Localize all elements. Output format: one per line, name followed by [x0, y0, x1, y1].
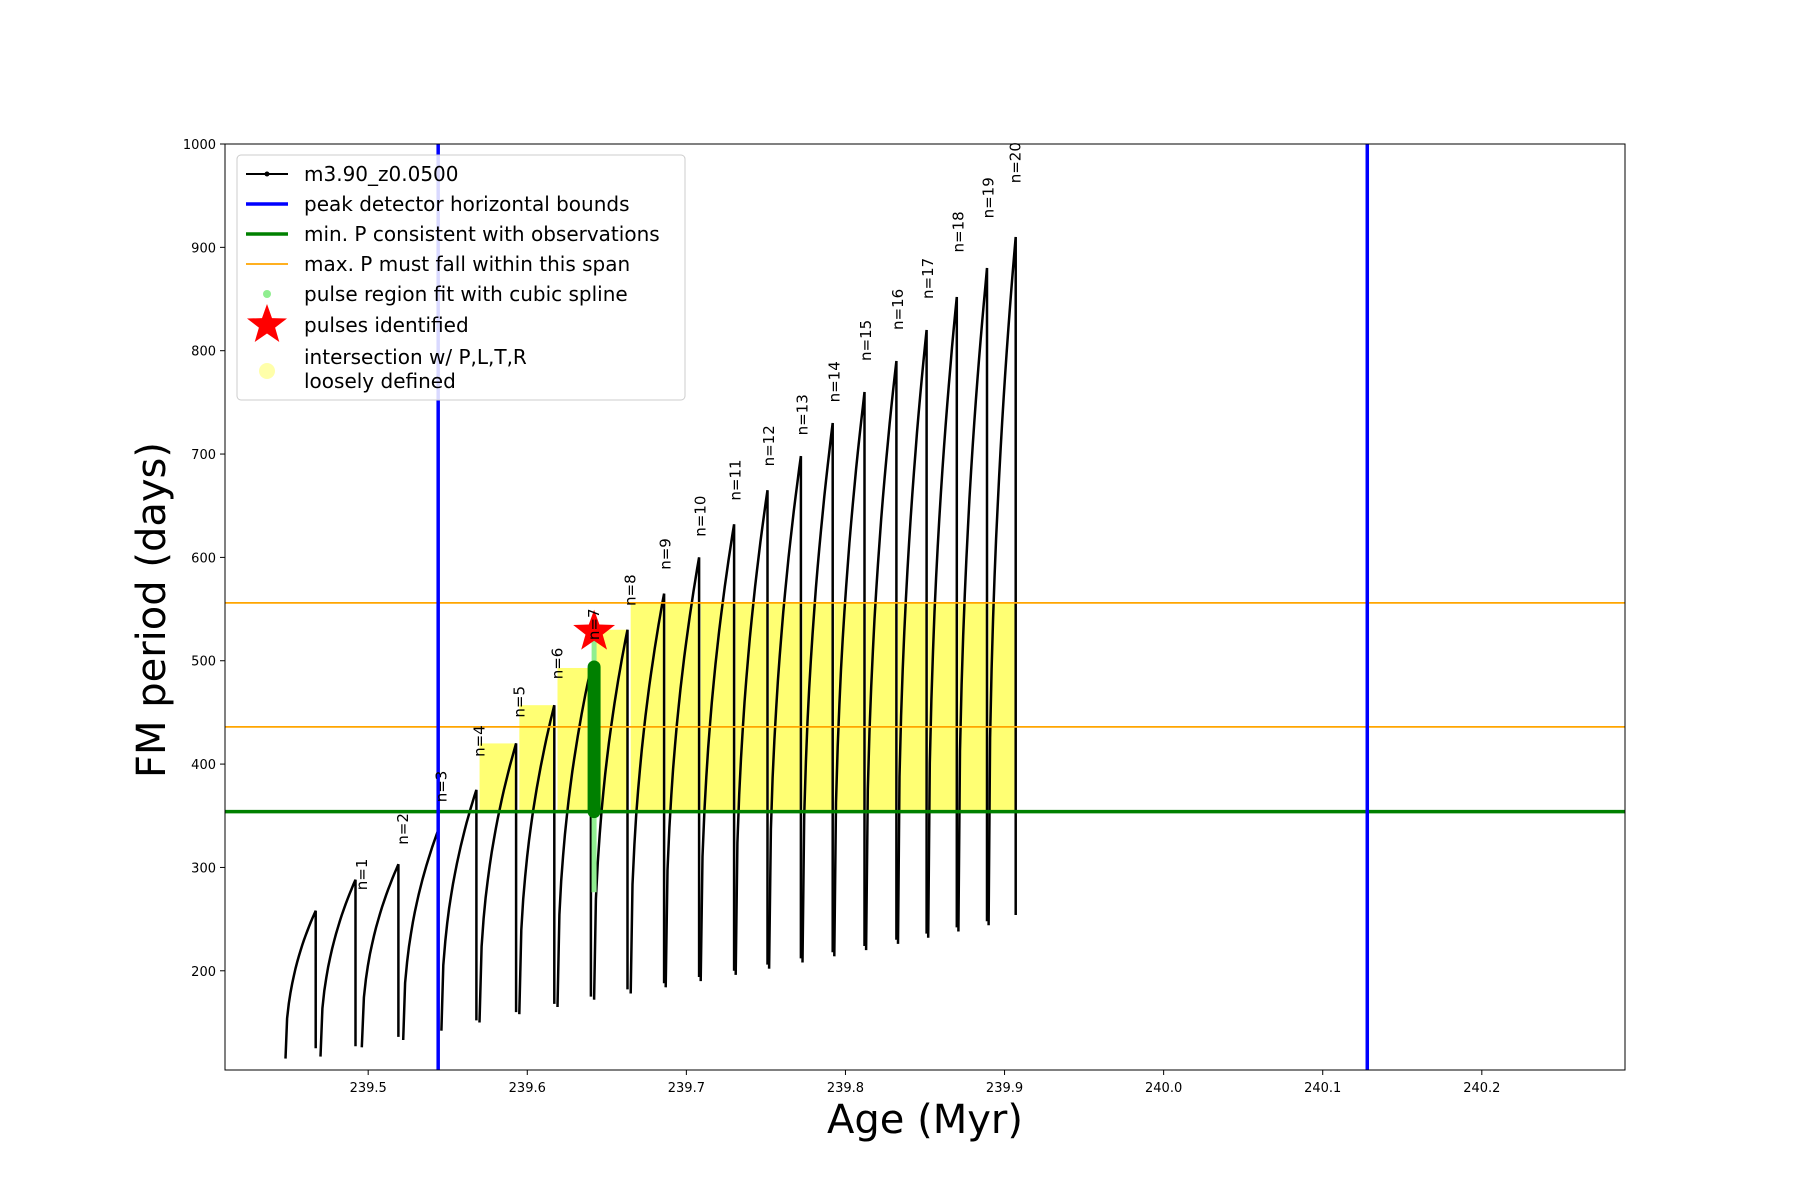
legend-label: max. P must fall within this span: [304, 252, 630, 276]
y-tick-label: 600: [191, 551, 216, 566]
legend-label: pulse region fit with cubic spline: [304, 282, 628, 306]
pulse-curve-1: [284, 910, 317, 1059]
pulse-curve-20: [957, 267, 989, 932]
pulse-number-label: n=4: [471, 725, 489, 757]
x-tick-label: 240.1: [1304, 1081, 1341, 1096]
x-tick-label: 239.5: [350, 1081, 387, 1096]
legend-label: intersection w/ P,L,T,R: [304, 345, 527, 369]
pulse-number-label: n=3: [432, 771, 450, 803]
plot-area: [225, 144, 1625, 1070]
pulse-curve-8: [556, 667, 593, 1008]
pulse-number-label: n=7: [585, 608, 603, 640]
pulse-curve-17: [864, 360, 898, 951]
y-tick-label: 200: [191, 965, 216, 980]
pulse-curve-19: [926, 296, 959, 938]
x-tick-label: 239.9: [986, 1081, 1023, 1096]
pulse-curve-11: [664, 557, 701, 988]
pulse-number-label: n=20: [1007, 142, 1025, 183]
y-axis-title: FM period (days): [129, 442, 175, 778]
intersection-patch-11: [665, 602, 700, 812]
y-tick-label: 400: [191, 758, 216, 773]
pulse-number-label: n=17: [919, 258, 937, 299]
pulse-labels: n=1 n=2 n=3 n=4 n=5 n=6 n=7 n=8 n=9 n=10 n=11 n=12 n…: [353, 142, 1025, 890]
pulse-number-label: n=12: [760, 425, 778, 466]
intersection-patch-14: [769, 602, 801, 812]
pulse-curve-3: [360, 863, 400, 1048]
x-tick-label: 239.6: [509, 1081, 546, 1096]
pulse-number-label: n=18: [949, 211, 967, 252]
pulse-curve-4: [401, 829, 440, 1041]
pulse-curve-12: [699, 524, 736, 982]
pulse-curve-5: [440, 789, 478, 1031]
x-axis-title: Age (Myr): [827, 1097, 1023, 1143]
pulse-number-label: n=15: [857, 320, 875, 361]
y-tick-label: 300: [191, 861, 216, 876]
identified-pulse-star: [573, 609, 615, 650]
pulse-number-label: n=10: [692, 496, 710, 537]
pulse-number-label: n=9: [657, 538, 675, 570]
pulse-number-label: n=6: [549, 648, 567, 680]
pulse-curve-2: [319, 879, 357, 1057]
pulse-number-label: n=8: [622, 574, 640, 606]
y-tick-label: 500: [191, 655, 216, 670]
pulse-number-label: n=16: [889, 289, 907, 330]
x-tick-label: 239.7: [668, 1081, 705, 1096]
pulse-curve-7: [518, 704, 556, 1015]
pulse-curve-14: [767, 455, 803, 969]
pulse-number-label: n=19: [980, 177, 998, 218]
x-tick-label: 239.8: [827, 1081, 864, 1096]
y-tick-label: 700: [191, 448, 216, 463]
y-tick-label: 900: [191, 241, 216, 256]
pulse-curve-21: [987, 236, 1017, 926]
legend-label: m3.90_z0.0500: [304, 162, 459, 186]
pulse-curve-9: [592, 629, 629, 1000]
pulse-curve-18: [896, 329, 928, 944]
pulse-number-label: n=11: [727, 459, 745, 500]
legend-label: peak detector horizontal bounds: [304, 192, 630, 216]
plot-frame: [224, 143, 1626, 1071]
x-tick-label: 240.0: [1145, 1081, 1182, 1096]
pulse-curve-13: [734, 490, 769, 975]
pulse-curve-15: [801, 422, 834, 963]
legend-swatch-star: [247, 304, 287, 342]
legend-box: [236, 154, 686, 401]
intersection-patch-18: [897, 602, 927, 812]
pulse-curve-16: [833, 391, 866, 957]
legend-swatch-model-dot: [264, 171, 270, 177]
pulse-number-label: n=2: [394, 813, 412, 845]
y-tick-label: 800: [191, 345, 216, 360]
pulse-number-label: n=1: [353, 859, 371, 891]
pulse-number-label: n=5: [510, 686, 528, 718]
legend-swatch-circle: [259, 363, 275, 379]
pulse-number-label: n=13: [794, 394, 812, 435]
intersection-patch-6: [479, 743, 517, 812]
legend-label: pulses identified: [304, 313, 469, 337]
legend-label: min. P consistent with observations: [304, 222, 660, 246]
y-tick-label: 1000: [183, 138, 216, 153]
pulse-number-label: n=14: [825, 361, 843, 402]
legend-label: loosely defined: [304, 369, 456, 393]
axis-ticks: 239.5 239.6 239.7 239.8 239.9 240.0 240.1 240.2…: [183, 138, 1501, 1096]
x-tick-label: 240.2: [1463, 1081, 1500, 1096]
legend-swatch-dot: [263, 290, 271, 298]
